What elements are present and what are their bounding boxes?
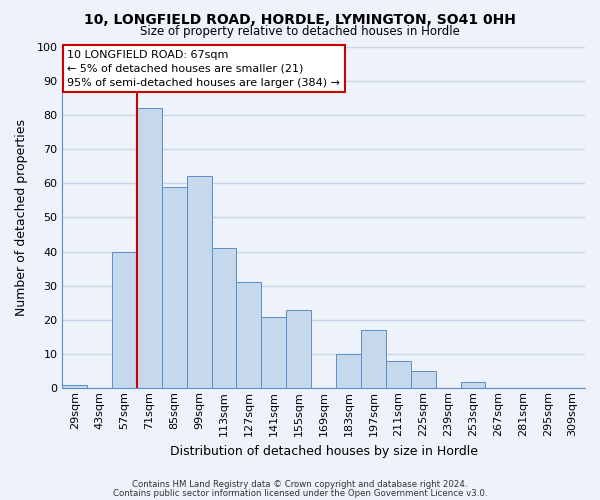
Text: 10 LONGFIELD ROAD: 67sqm
← 5% of detached houses are smaller (21)
95% of semi-de: 10 LONGFIELD ROAD: 67sqm ← 5% of detache… (67, 50, 340, 88)
Bar (286, 310, 311, 388)
Bar (336, 354, 361, 388)
Bar (112, 252, 137, 388)
Bar (411, 372, 436, 388)
Bar (361, 330, 386, 388)
Bar (386, 361, 411, 388)
Bar (262, 316, 286, 388)
Text: Contains HM Land Registry data © Crown copyright and database right 2024.: Contains HM Land Registry data © Crown c… (132, 480, 468, 489)
Y-axis label: Number of detached properties: Number of detached properties (15, 119, 28, 316)
Bar (137, 108, 162, 388)
Bar (212, 248, 236, 388)
Text: Size of property relative to detached houses in Hordle: Size of property relative to detached ho… (140, 25, 460, 38)
X-axis label: Distribution of detached houses by size in Hordle: Distribution of detached houses by size … (170, 444, 478, 458)
Bar (162, 186, 187, 388)
Bar (62, 385, 87, 388)
Bar (236, 282, 262, 389)
Bar (187, 176, 212, 388)
Text: Contains public sector information licensed under the Open Government Licence v3: Contains public sector information licen… (113, 488, 487, 498)
Bar (461, 382, 485, 388)
Text: 10, LONGFIELD ROAD, HORDLE, LYMINGTON, SO41 0HH: 10, LONGFIELD ROAD, HORDLE, LYMINGTON, S… (84, 12, 516, 26)
